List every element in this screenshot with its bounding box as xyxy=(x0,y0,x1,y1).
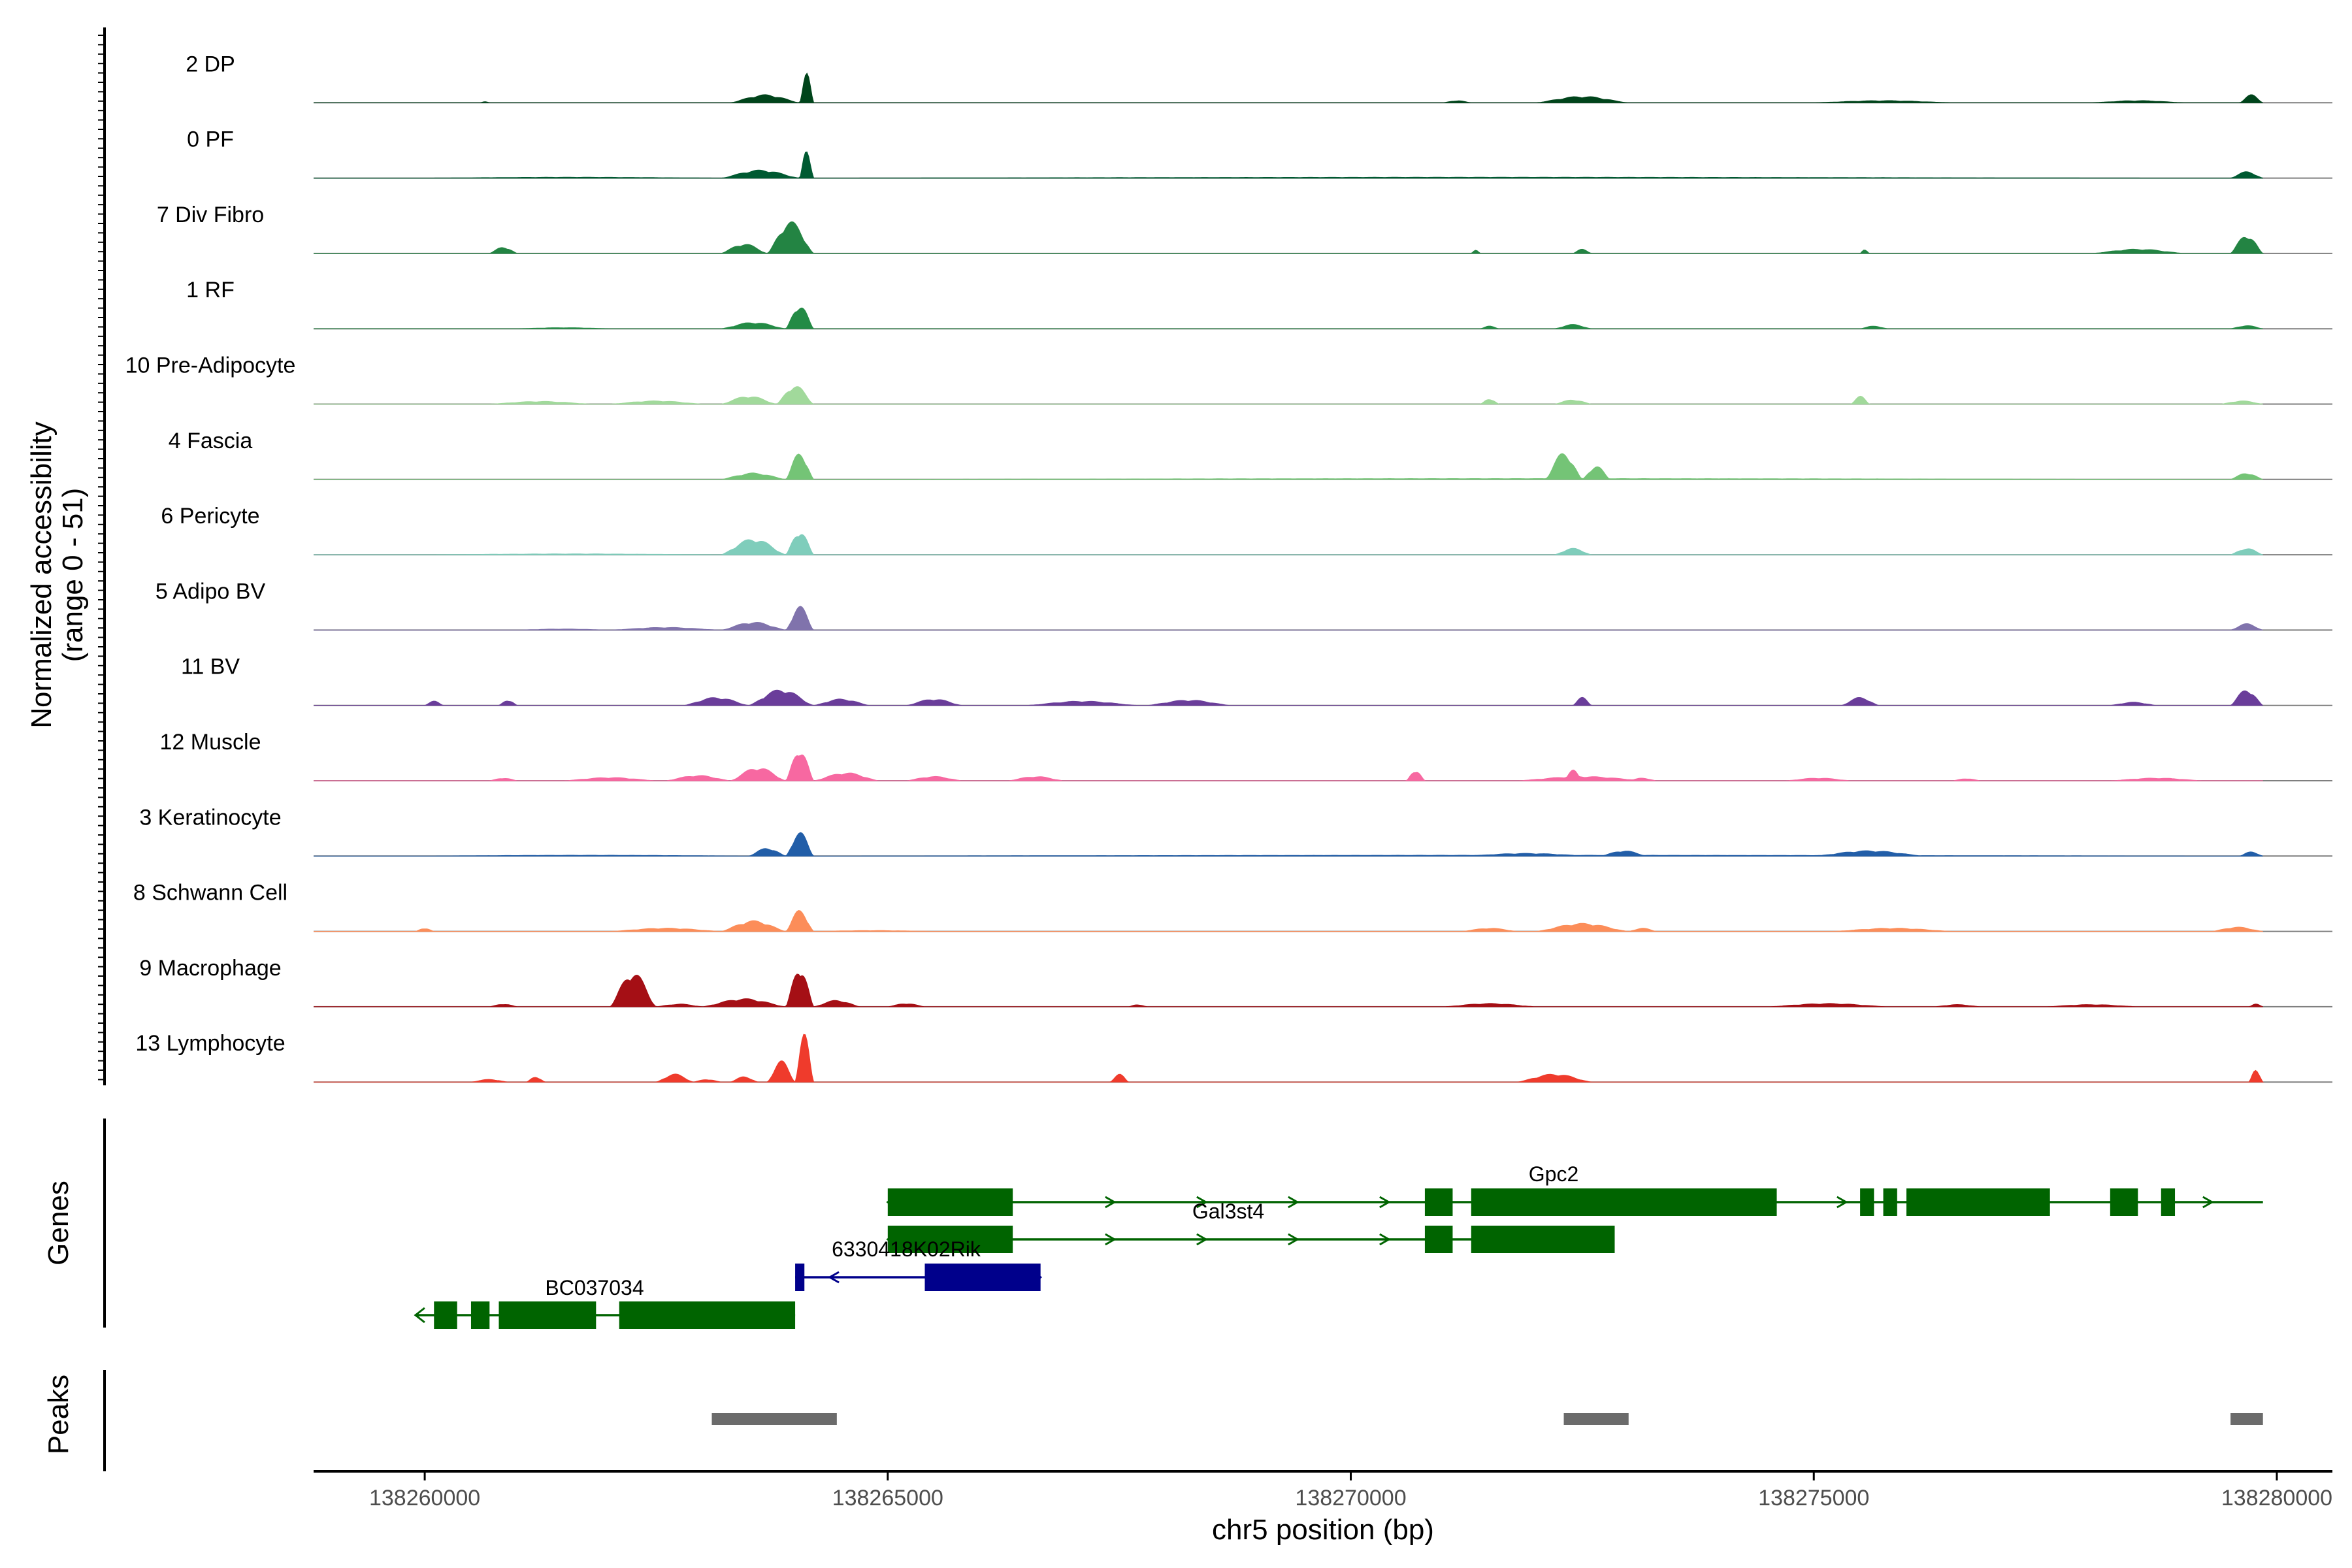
gene-exon xyxy=(1424,1226,1453,1253)
coverage-tracks: 2 DP 0 PF 7 Div Fibro 1 RF 10 Pre-Adipocyte 4… xyxy=(98,27,2332,1086)
x-tick-label: 138260000 xyxy=(369,1486,480,1511)
track-9-macrophage: 9 Macrophage xyxy=(139,956,2332,1007)
gene-label-6330418k02rik: 6330418K02Rik xyxy=(832,1237,981,1261)
strand-arrow-icon xyxy=(1379,1196,1391,1209)
peak-region xyxy=(711,1413,837,1425)
gene-exon xyxy=(1424,1188,1453,1216)
track-1-rf: 1 RF xyxy=(186,278,2332,330)
track-label-4-fascia: 4 Fascia xyxy=(169,429,253,453)
gene-exon xyxy=(1471,1188,1777,1216)
gene-exon xyxy=(1906,1188,2050,1216)
track-label-10-pre-adipocyte: 10 Pre-Adipocyte xyxy=(125,353,296,378)
gene-bc037034: BC037034 xyxy=(414,1276,796,1329)
track-4-fascia: 4 Fascia xyxy=(169,429,2332,480)
track-10-pre-adipocyte: 10 Pre-Adipocyte xyxy=(125,353,2332,405)
coverage-area-9-macrophage xyxy=(314,973,2263,1007)
strand-arrow-icon xyxy=(1196,1233,1208,1246)
track-3-keratinocyte: 3 Keratinocyte xyxy=(139,805,2332,857)
track-0-pf: 0 PF xyxy=(187,127,2332,179)
gene-exon xyxy=(1471,1226,1615,1253)
gene-gal3st4: Gal3st4 xyxy=(886,1200,1615,1253)
coverage-area-3-keratinocyte xyxy=(314,832,2263,857)
track-label-11-bv: 11 BV xyxy=(181,655,240,679)
y-axis-title-line1: Normalized accessibility xyxy=(25,421,57,728)
gene-label-bc037034: BC037034 xyxy=(545,1276,644,1299)
x-tick-label: 138280000 xyxy=(2221,1486,2332,1511)
genes-panel: Genes Gpc2 Gal3st4 6330418K02Rik BC037034 xyxy=(42,1119,2263,1329)
strand-arrow-icon xyxy=(1105,1233,1117,1246)
track-6-pericyte: 6 Pericyte xyxy=(161,504,2332,556)
coverage-area-10-pre-adipocyte xyxy=(314,386,2263,405)
coverage-area-12-muscle xyxy=(314,754,2263,781)
x-tick-label: 138265000 xyxy=(832,1486,943,1511)
strand-arrow-icon xyxy=(1837,1196,1848,1209)
strand-arrow-icon xyxy=(1105,1196,1117,1209)
track-label-2-dp: 2 DP xyxy=(186,52,235,76)
strand-arrow-icon xyxy=(828,1271,840,1284)
track-label-9-macrophage: 9 Macrophage xyxy=(139,956,281,981)
track-label-6-pericyte: 6 Pericyte xyxy=(161,504,259,529)
coverage-area-0-pf xyxy=(314,151,2263,179)
peaks-panel-label: Peaks xyxy=(42,1375,74,1454)
gene-label-gal3st4: Gal3st4 xyxy=(1192,1200,1264,1223)
x-tick-label: 138275000 xyxy=(1758,1486,1869,1511)
strand-arrow-icon xyxy=(1288,1233,1299,1246)
peak-region xyxy=(2230,1413,2263,1425)
strand-arrow-icon xyxy=(1288,1196,1299,1209)
strand-arrow-icon xyxy=(2202,1196,2214,1209)
coverage-area-6-pericyte xyxy=(314,534,2263,555)
track-2-dp: 2 DP xyxy=(186,52,2332,104)
gene-exon xyxy=(924,1264,1041,1291)
track-5-adipo-bv: 5 Adipo BV xyxy=(155,579,2332,631)
gene-exon xyxy=(434,1301,457,1329)
track-label-1-rf: 1 RF xyxy=(186,278,235,302)
x-axis-title: chr5 position (bp) xyxy=(1212,1514,1434,1546)
track-8-schwann-cell: 8 Schwann Cell xyxy=(133,881,2332,932)
coverage-area-4-fascia xyxy=(314,453,2263,480)
x-axis: chr5 position (bp) 138260000 138265000 138… xyxy=(314,1470,2332,1546)
coverage-area-8-schwann-cell xyxy=(314,909,2263,932)
track-label-8-schwann-cell: 8 Schwann Cell xyxy=(133,881,287,906)
coverage-area-11-bv xyxy=(314,689,2263,706)
gene-exon xyxy=(498,1301,596,1329)
gene-exon xyxy=(887,1188,1013,1216)
coverage-area-7-div-fibro xyxy=(314,221,2264,254)
gene-exon xyxy=(619,1301,796,1329)
track-label-0-pf: 0 PF xyxy=(187,127,234,152)
peaks-panel: Peaks xyxy=(42,1370,2263,1471)
track-label-5-adipo-bv: 5 Adipo BV xyxy=(155,579,266,604)
gene-exon xyxy=(470,1301,490,1329)
track-7-div-fibro: 7 Div Fibro xyxy=(157,203,2332,254)
track-label-13-lymphocyte: 13 Lymphocyte xyxy=(135,1031,285,1056)
gene-exon xyxy=(1860,1188,1874,1216)
gene-label-gpc2: Gpc2 xyxy=(1529,1162,1578,1186)
coverage-area-1-rf xyxy=(314,307,2263,329)
peak-region xyxy=(1563,1413,1629,1425)
gene-6330418k02rik: 6330418K02Rik xyxy=(795,1237,1043,1291)
track-12-muscle: 12 Muscle xyxy=(160,730,2332,781)
gene-gpc2: Gpc2 xyxy=(886,1162,2263,1216)
y-axis-title: Normalized accessibility (range 0 - 51) xyxy=(25,421,89,728)
y-axis-title-line2: (range 0 - 51) xyxy=(57,488,89,662)
gene-exon xyxy=(795,1264,805,1291)
gene-exon xyxy=(2110,1188,2138,1216)
gene-exon xyxy=(2161,1188,2176,1216)
genes-panel-label: Genes xyxy=(42,1181,74,1266)
track-label-7-div-fibro: 7 Div Fibro xyxy=(157,203,264,227)
coverage-area-2-dp xyxy=(314,73,2263,103)
x-tick-label: 138270000 xyxy=(1295,1486,1406,1511)
coverage-area-5-adipo-bv xyxy=(314,606,2263,631)
coverage-area-13-lymphocyte xyxy=(314,1034,2264,1083)
track-11-bv: 11 BV xyxy=(181,655,2332,706)
track-label-12-muscle: 12 Muscle xyxy=(160,730,261,755)
track-label-3-keratinocyte: 3 Keratinocyte xyxy=(139,805,281,830)
strand-arrow-icon xyxy=(1196,1196,1208,1209)
gene-exon xyxy=(1883,1188,1897,1216)
gene-exon xyxy=(887,1226,1013,1253)
track-13-lymphocyte: 13 Lymphocyte xyxy=(135,1031,2332,1083)
strand-end-arrow-icon xyxy=(414,1307,425,1324)
strand-arrow-icon xyxy=(1379,1233,1391,1246)
